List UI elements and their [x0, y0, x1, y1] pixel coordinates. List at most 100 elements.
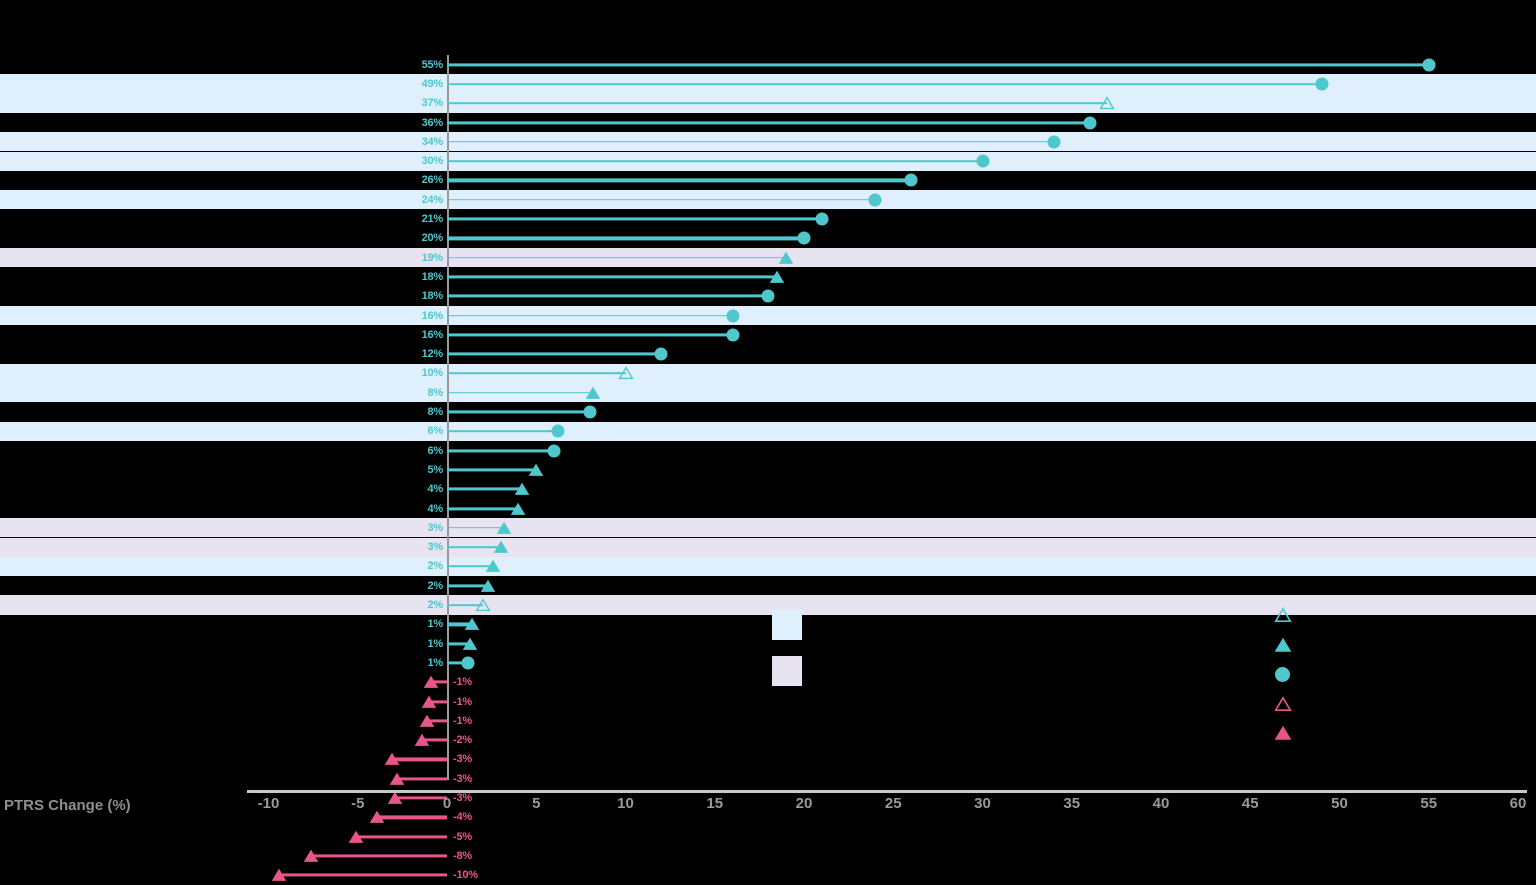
marker-triangle-filled [769, 270, 785, 283]
zero-axis-line [447, 55, 449, 780]
lollipop-row[interactable]: 37% [0, 94, 1536, 113]
lollipop-row[interactable]: 55% [0, 55, 1536, 74]
lollipop-row[interactable]: 5% [0, 460, 1536, 479]
lollipop-row[interactable]: 30% [0, 152, 1536, 171]
lollipop-row[interactable]: 49% [0, 74, 1536, 93]
lollipop-stem [422, 738, 447, 742]
lollipop-stem [447, 160, 983, 162]
lollipop-row[interactable]: 12% [0, 345, 1536, 364]
lollipop-row[interactable]: 10% [0, 364, 1536, 383]
lollipop-row[interactable]: 2% [0, 576, 1536, 595]
marker-circle [726, 328, 740, 342]
lollipop-row[interactable]: -1% [0, 673, 1536, 692]
marker-triangle-filled [528, 463, 544, 476]
lollipop-row[interactable]: 6% [0, 422, 1536, 441]
marker-triangle-filled [586, 386, 601, 399]
marker-triangle-filled [514, 482, 530, 496]
lollipop-row[interactable]: 2% [0, 557, 1536, 576]
lollipop-row[interactable]: 1% [0, 615, 1536, 634]
row-value-label: 6% [427, 425, 444, 438]
lollipop-row[interactable]: 6% [0, 441, 1536, 460]
x-tick-label: 20 [795, 795, 813, 812]
x-tick-label: 15 [706, 795, 724, 812]
row-value-label: 36% [421, 116, 444, 129]
x-tick-label: 10 [617, 795, 634, 812]
row-value-label: -1% [453, 676, 472, 689]
marker-triangle-open [1099, 96, 1116, 110]
lollipop-row[interactable]: -5% [0, 827, 1536, 846]
row-band-lavender [0, 595, 1536, 615]
legend-marker-teal-filled-triangle[interactable] [1274, 637, 1292, 654]
lollipop-row[interactable]: -1% [0, 711, 1536, 730]
row-value-label: 2% [427, 560, 444, 573]
row-value-label: 3% [427, 521, 444, 534]
lollipop-stem [447, 661, 469, 665]
row-band-lavender [0, 537, 1536, 557]
marker-triangle-filled [496, 521, 512, 534]
row-value-label: 4% [427, 483, 444, 496]
x-tick-label: 30 [974, 795, 991, 812]
lollipop-stem [377, 815, 447, 819]
lollipop-row[interactable]: -2% [0, 731, 1536, 750]
lollipop-row[interactable]: 24% [0, 190, 1536, 209]
row-value-label: -2% [453, 734, 472, 747]
lollipop-stem [447, 468, 537, 472]
lollipop-row[interactable]: 8% [0, 402, 1536, 421]
lollipop-row[interactable]: 19% [0, 248, 1536, 267]
lollipop-row[interactable]: 16% [0, 325, 1536, 344]
x-tick-label: 0 [442, 795, 452, 812]
lollipop-row[interactable]: 26% [0, 171, 1536, 190]
lollipop-row[interactable]: 18% [0, 287, 1536, 306]
row-band-lavender [0, 518, 1536, 538]
lollipop-row[interactable]: 16% [0, 306, 1536, 325]
lollipop-row[interactable]: -4% [0, 808, 1536, 827]
lollipop-row[interactable]: 21% [0, 209, 1536, 228]
lollipop-row[interactable]: 8% [0, 383, 1536, 402]
legend-marker-teal-filled-circle[interactable] [1275, 667, 1291, 683]
lollipop-row[interactable]: -3% [0, 769, 1536, 788]
lollipop-row[interactable]: 34% [0, 132, 1536, 151]
lollipop-stem [395, 796, 447, 800]
lollipop-row[interactable]: 4% [0, 480, 1536, 499]
lollipop-row[interactable]: 4% [0, 499, 1536, 518]
lollipop-row[interactable]: 18% [0, 267, 1536, 286]
legend-marker-teal-open-triangle[interactable] [1274, 607, 1292, 624]
marker-triangle-filled [493, 540, 508, 554]
lollipop-row[interactable]: 20% [0, 229, 1536, 248]
lollipop-row[interactable]: -10% [0, 866, 1536, 885]
legend-swatch-band-lavender[interactable] [772, 656, 802, 686]
marker-circle [583, 405, 597, 419]
marker-triangle-filled [486, 560, 501, 573]
lollipop-stem [447, 294, 769, 298]
marker-triangle-filled [421, 695, 437, 708]
marker-circle [654, 347, 668, 361]
marker-circle [868, 193, 882, 207]
row-band-blue [0, 363, 1536, 384]
lollipop-stem [447, 487, 522, 491]
lollipop-row[interactable]: 36% [0, 113, 1536, 132]
row-value-label: -3% [453, 792, 472, 805]
legend-swatch-band-blue[interactable] [772, 610, 802, 640]
lollipop-row[interactable]: -1% [0, 692, 1536, 711]
lollipop-stem [447, 178, 912, 183]
lollipop-row[interactable]: 2% [0, 595, 1536, 614]
marker-circle [761, 289, 775, 303]
lollipop-row[interactable]: 3% [0, 538, 1536, 557]
lollipop-row[interactable]: -3% [0, 750, 1536, 769]
marker-triangle-filled [462, 637, 478, 650]
lollipop-row[interactable]: 1% [0, 653, 1536, 672]
row-value-label: 37% [421, 97, 444, 110]
x-axis-title: PTRS Change (%) [4, 797, 131, 814]
legend-marker-pink-open-triangle[interactable] [1274, 695, 1292, 713]
x-tick-label: 35 [1063, 795, 1081, 812]
legend-marker-pink-filled-triangle[interactable] [1274, 725, 1292, 742]
row-band-blue [0, 556, 1536, 577]
lollipop-row[interactable]: -8% [0, 846, 1536, 865]
lollipop-row[interactable]: 3% [0, 518, 1536, 537]
marker-circle [976, 154, 989, 168]
lollipop-stem [447, 527, 505, 529]
lollipop-stem [355, 835, 447, 839]
lollipop-row[interactable]: -3% [0, 788, 1536, 807]
marker-triangle-filled [304, 849, 319, 862]
lollipop-row[interactable]: 1% [0, 634, 1536, 653]
